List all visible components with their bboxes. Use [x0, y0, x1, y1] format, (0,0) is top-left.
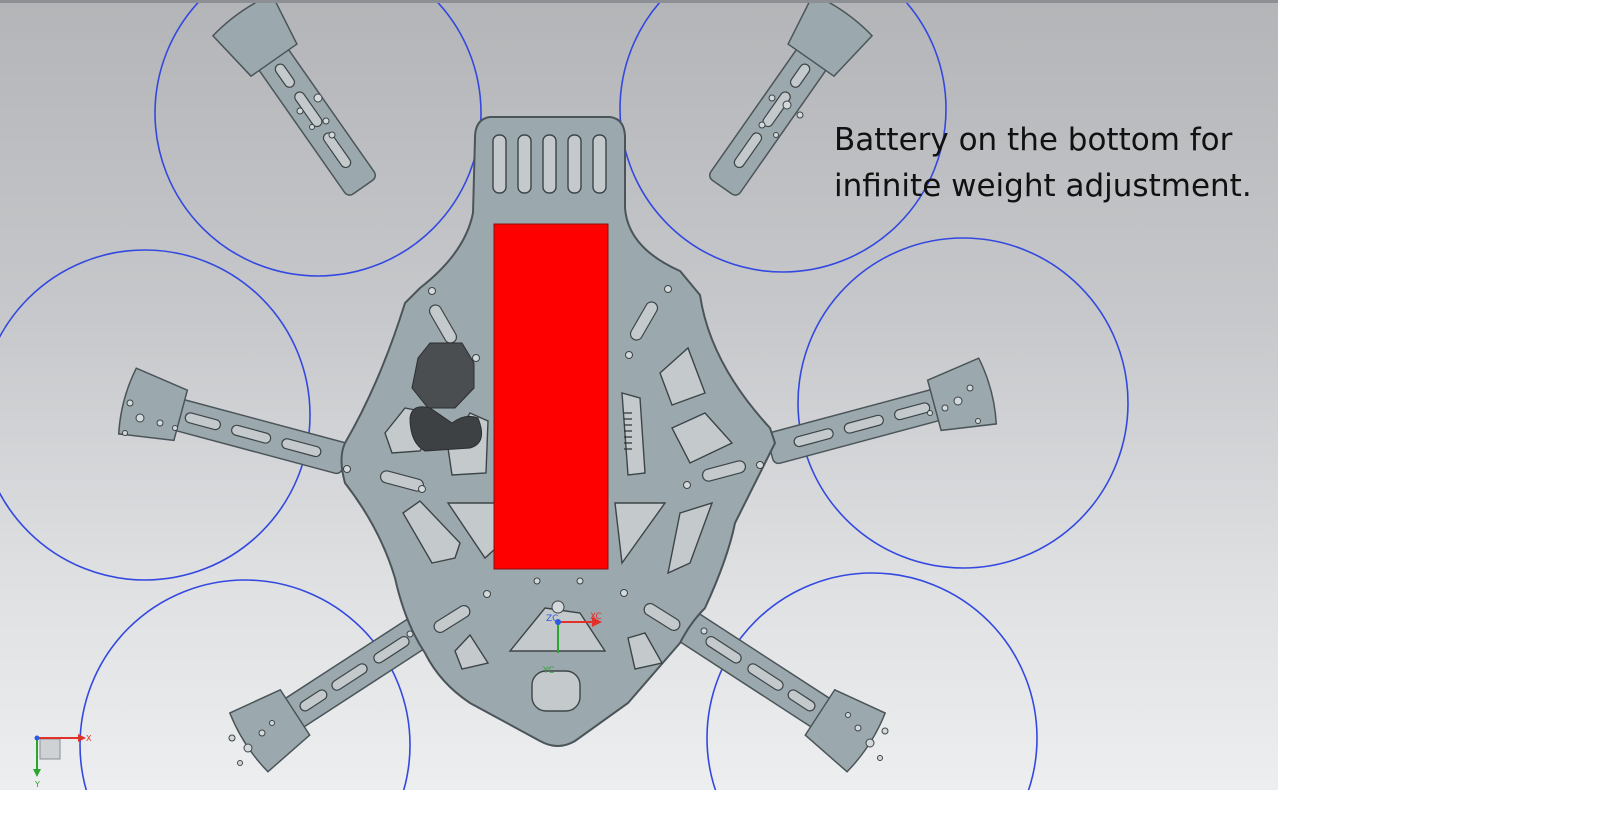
annotation-text: Battery on the bottom for infinite weigh…	[834, 117, 1274, 209]
wcs-yc-label: YC	[542, 666, 554, 676]
wcs-zc-label: ZC	[546, 614, 558, 624]
front-vent-slots	[492, 134, 607, 194]
cad-viewport[interactable]: XC YC ZC X Y Battery on the bottom for i…	[0, 0, 1278, 790]
arm-end-holes	[122, 93, 981, 766]
electronics-components	[409, 342, 632, 452]
prop-circle-bottom-left	[79, 579, 411, 790]
plate-holes	[343, 285, 764, 638]
triad-x-label: X	[86, 734, 92, 743]
prop-circle-mid-left	[0, 249, 311, 581]
annotation-line-2: infinite weight adjustment.	[834, 168, 1252, 204]
annotation-line-1: Battery on the bottom for	[834, 122, 1233, 158]
propeller-circles	[0, 3, 1129, 790]
prop-circle-top-right	[619, 3, 947, 273]
triad-y-label: Y	[34, 780, 40, 789]
battery-block[interactable]	[493, 223, 609, 570]
blank-margin-bottom	[0, 790, 1278, 816]
wcs-xc-label: XC	[590, 612, 602, 622]
prop-circle-mid-right	[797, 237, 1129, 569]
view-triad-icon: X Y	[33, 734, 92, 789]
hexacopter-model: XC YC ZC X Y	[0, 3, 1129, 790]
wcs-axis-icon: XC YC ZC	[542, 612, 602, 676]
prop-circle-bottom-right	[706, 572, 1038, 790]
blank-margin-right	[1278, 0, 1598, 816]
prop-circle-top-left	[154, 3, 482, 277]
arm-slots	[184, 63, 931, 712]
